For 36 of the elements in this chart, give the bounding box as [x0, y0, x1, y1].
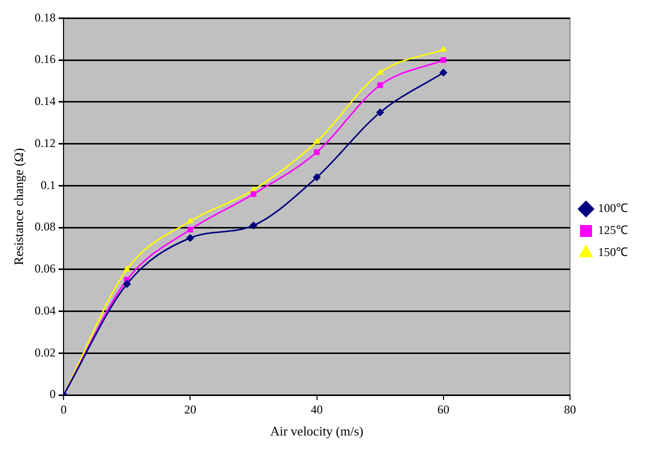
point — [440, 57, 446, 63]
point — [186, 234, 194, 242]
x-tick-label: 60 — [437, 402, 450, 416]
point — [187, 226, 194, 232]
y-tick-label: 0.04 — [34, 303, 56, 318]
x-tick-label: 0 — [60, 402, 67, 416]
y-tick-label: 0.06 — [34, 262, 56, 276]
point — [439, 68, 448, 77]
y-tick-label: 0.14 — [34, 94, 56, 108]
point — [250, 191, 256, 197]
x-axis-title: Air velocity (m/s) — [270, 424, 364, 439]
y-tick-label: 0.16 — [34, 52, 56, 66]
point — [440, 46, 447, 52]
legend-label: 150℃ — [598, 245, 628, 260]
y-tick-label: 0.1 — [40, 178, 56, 192]
point — [250, 221, 258, 230]
y-axis-title: Resistance change (Ω) — [11, 148, 26, 266]
legend-label: 125℃ — [598, 223, 628, 238]
y-tick-label: 0.18 — [34, 10, 56, 24]
x-tick-label: 40 — [310, 402, 323, 416]
point — [186, 217, 194, 224]
x-tick-label: 80 — [564, 402, 576, 416]
legend-label: 100℃ — [598, 201, 628, 216]
x-tick-label: 20 — [184, 402, 196, 416]
point — [376, 108, 384, 116]
point — [123, 265, 130, 272]
point — [312, 173, 321, 182]
point — [314, 149, 320, 155]
y-tick-label: 0.12 — [34, 136, 56, 150]
y-tick-label: 0 — [50, 387, 56, 402]
point — [376, 68, 384, 75]
y-tick-label: 0.08 — [34, 220, 56, 234]
point — [377, 82, 383, 88]
y-tick-label: 0.02 — [34, 345, 56, 360]
point — [122, 280, 131, 288]
point — [313, 138, 320, 144]
